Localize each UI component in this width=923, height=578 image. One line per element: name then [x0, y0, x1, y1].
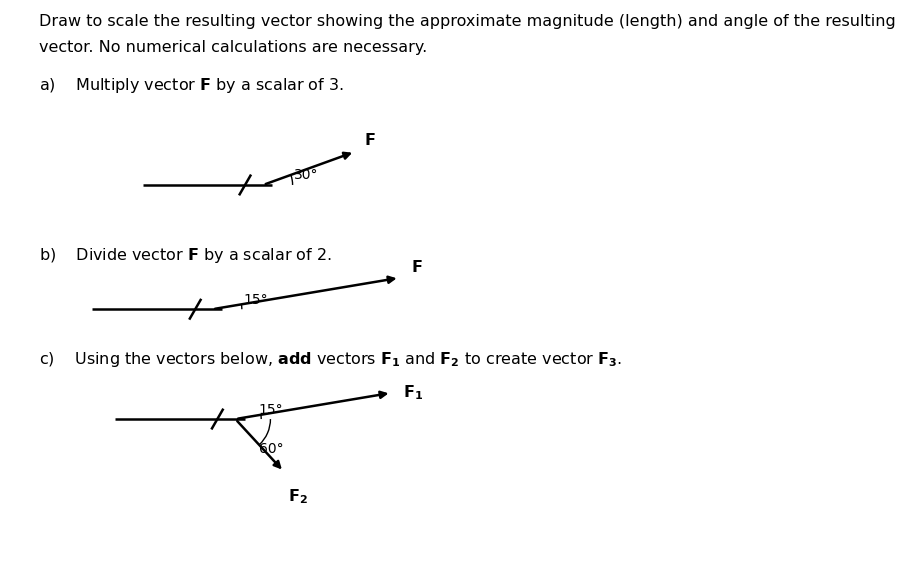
Text: $\bf{F_1}$: $\bf{F_1}$ [403, 384, 424, 402]
Text: b)    Divide vector $\bf{F}$ by a scalar of 2.: b) Divide vector $\bf{F}$ by a scalar of… [39, 246, 331, 265]
Text: $\bf{F}$: $\bf{F}$ [365, 132, 376, 148]
Text: c)    Using the vectors below, $\bf{add}$ vectors $\bf{F_1}$ and $\bf{F_2}$ to c: c) Using the vectors below, $\bf{add}$ v… [39, 350, 622, 369]
Text: 30°: 30° [294, 168, 319, 182]
Text: 15°: 15° [258, 403, 283, 417]
Text: vector. No numerical calculations are necessary.: vector. No numerical calculations are ne… [39, 40, 427, 55]
Text: 60°: 60° [259, 442, 284, 456]
Text: Draw to scale the resulting vector showing the approximate magnitude (length) an: Draw to scale the resulting vector showi… [39, 14, 895, 29]
Text: 15°: 15° [244, 294, 269, 307]
Text: a)    Multiply vector $\bf{F}$ by a scalar of 3.: a) Multiply vector $\bf{F}$ by a scalar … [39, 76, 343, 95]
Text: $\bf{F}$: $\bf{F}$ [411, 259, 422, 275]
Text: $\bf{F_2}$: $\bf{F_2}$ [288, 488, 308, 506]
